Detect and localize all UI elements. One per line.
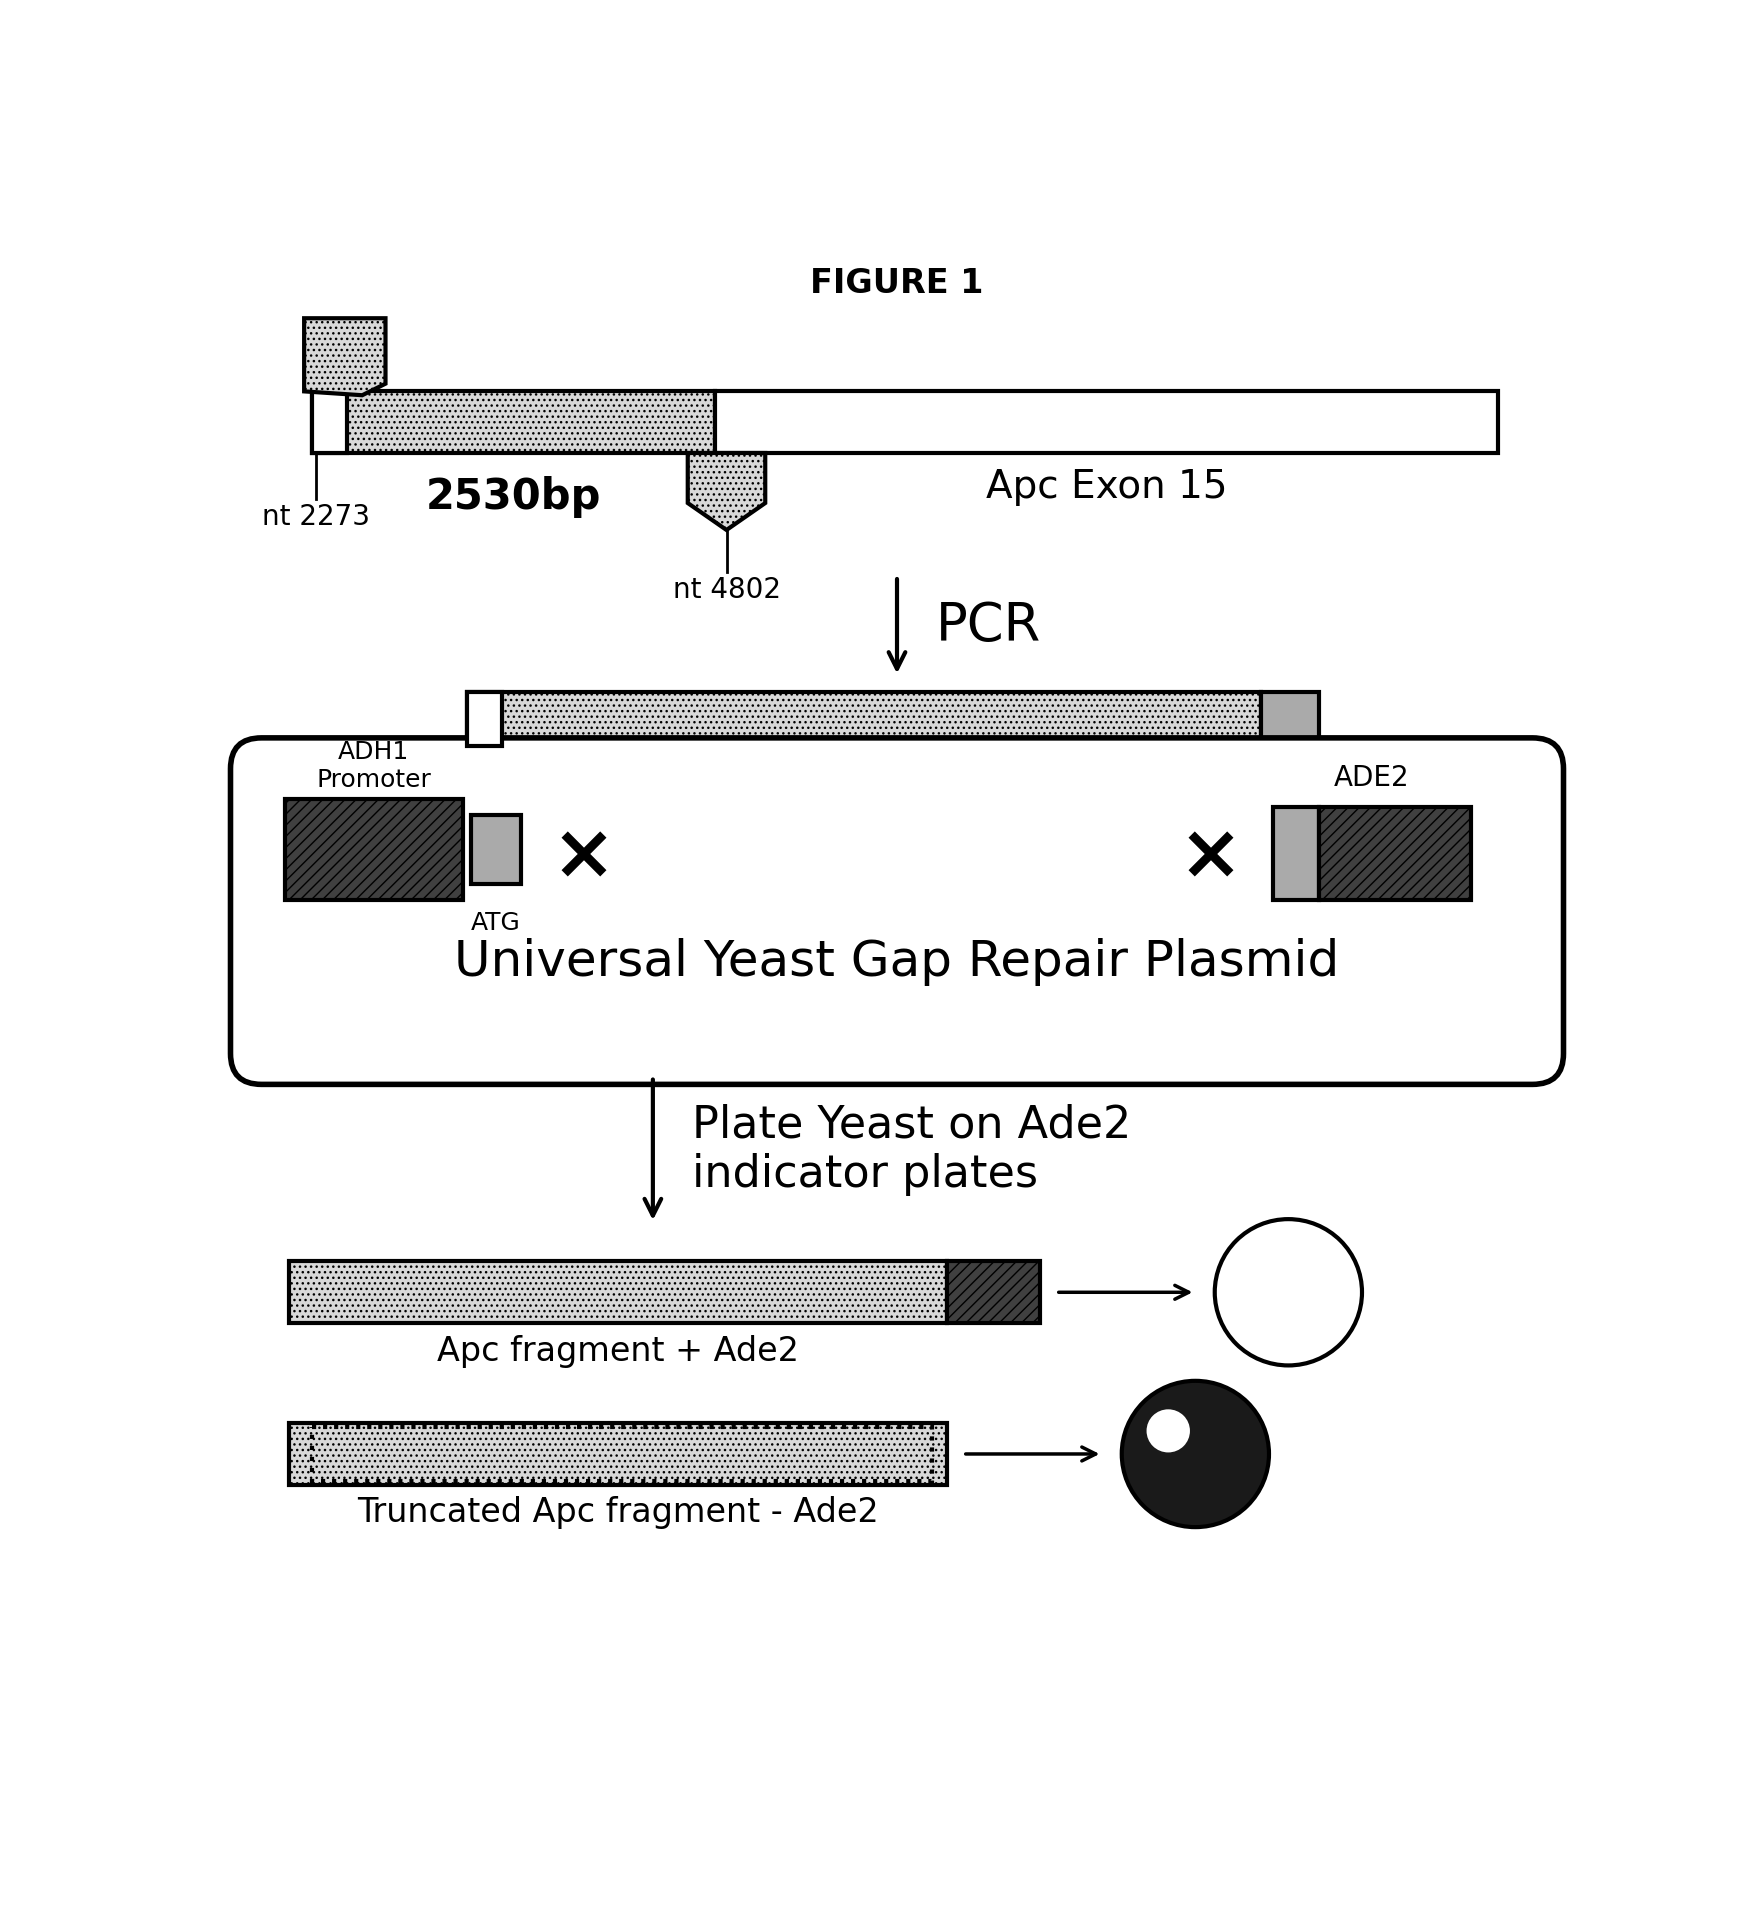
- Bar: [468, 691, 503, 746]
- Bar: [471, 815, 522, 884]
- Circle shape: [1147, 1409, 1191, 1453]
- Circle shape: [1215, 1219, 1362, 1365]
- Bar: [1319, 808, 1471, 900]
- Text: Apc Exon 15: Apc Exon 15: [986, 469, 1227, 507]
- Text: 2530bp: 2530bp: [425, 477, 601, 519]
- Bar: [1261, 691, 1319, 746]
- Bar: [285, 800, 462, 900]
- Text: ×: ×: [1178, 821, 1243, 894]
- Bar: [312, 1428, 932, 1481]
- Bar: [468, 691, 1261, 746]
- FancyBboxPatch shape: [231, 739, 1564, 1085]
- Bar: [289, 1424, 947, 1485]
- Text: FIGURE 1: FIGURE 1: [811, 268, 984, 300]
- Bar: [714, 390, 1497, 454]
- Text: nt 2273: nt 2273: [261, 503, 369, 530]
- Text: Truncated Apc fragment - Ade2: Truncated Apc fragment - Ade2: [357, 1497, 879, 1529]
- Text: nt 4802: nt 4802: [672, 576, 781, 605]
- Text: Apc fragment + Ade2: Apc fragment + Ade2: [438, 1334, 798, 1369]
- Bar: [289, 1261, 947, 1323]
- Text: ATG: ATG: [471, 911, 520, 936]
- Text: Plate Yeast on Ade2
indicator plates: Plate Yeast on Ade2 indicator plates: [692, 1104, 1131, 1196]
- Text: ADE2: ADE2: [1334, 764, 1410, 792]
- Bar: [312, 390, 714, 454]
- Circle shape: [1122, 1380, 1269, 1527]
- Text: Universal Yeast Gap Repair Plasmid: Universal Yeast Gap Repair Plasmid: [454, 938, 1340, 986]
- Text: ADH1
Promoter: ADH1 Promoter: [317, 741, 431, 792]
- Text: PCR: PCR: [935, 601, 1042, 653]
- Polygon shape: [688, 454, 765, 530]
- Bar: [1273, 808, 1319, 900]
- Bar: [947, 1261, 1040, 1323]
- Text: ×: ×: [552, 821, 615, 894]
- Bar: [312, 390, 347, 454]
- Polygon shape: [305, 318, 385, 394]
